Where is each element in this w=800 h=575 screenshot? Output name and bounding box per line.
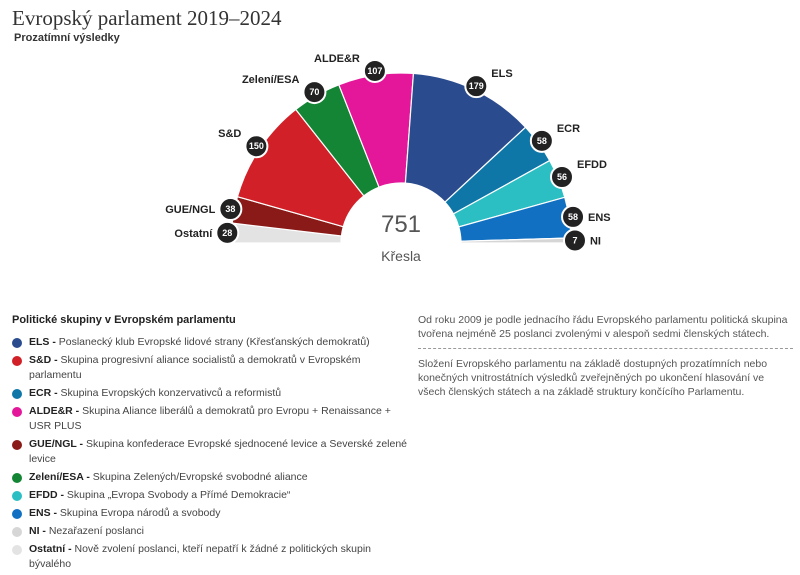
seat-badge-gue-ngl: [218, 197, 243, 222]
seat-count-ens: 58: [568, 212, 578, 222]
party-label-s-d: S&D: [218, 128, 241, 140]
legend-abbr: Ostatní -: [29, 543, 72, 555]
seat-count-efdd: 56: [557, 172, 567, 182]
seat-badge-ostatn: [215, 220, 240, 245]
party-label-ens: ENS: [588, 212, 611, 224]
legend-abbr: ELS -: [29, 336, 56, 348]
parliament-chart: 28 Ostatní 38 GUE/NGL 150 S&D 70 Zelení/ESA 107 A…: [165, 53, 611, 264]
legend-abbr: GUE/NGL -: [29, 438, 84, 450]
page-subtitle: Prozatímní výsledky: [14, 32, 120, 44]
seat-count-alde-r: 107: [367, 66, 382, 76]
party-label-ostatn: Ostatní: [174, 228, 213, 240]
seat-count-ni: 7: [572, 235, 577, 245]
legend-color-dot: [12, 356, 22, 366]
party-label-els: ELS: [491, 68, 512, 80]
legend-abbr: S&D -: [29, 354, 58, 366]
legend-description: Nezařazení poslanci: [45, 525, 144, 537]
legend-list: ELS - Poslanecký klub Evropské lidové st…: [12, 335, 407, 572]
seat-badge-ecr: [529, 128, 554, 153]
legend-color-dot: [12, 407, 22, 417]
legend-description: Skupina Evropských konzervativců a refor…: [57, 387, 282, 399]
legend-description: Poslanecký klub Evropské lidové strany (…: [55, 336, 370, 348]
party-label-zelen-esa: Zelení/ESA: [242, 74, 300, 86]
seat-badge-s-d: [244, 134, 269, 159]
seat-badge-ni: [562, 228, 587, 253]
legend-item: S&D - Skupina progresivní aliance social…: [12, 353, 407, 383]
seat-badge-efdd: [549, 165, 574, 190]
legend-item: ALDE&R - Skupina Aliance liberálů a demo…: [12, 404, 407, 434]
note-paragraph-2: Složení Evropského parlamentu na základě…: [418, 358, 768, 398]
legend-color-dot: [12, 545, 22, 555]
legend-color-dot: [12, 491, 22, 501]
note-divider: [418, 348, 793, 349]
legend-abbr: ALDE&R -: [29, 405, 80, 417]
legend-title: Politické skupiny v Evropském parlamentu: [12, 314, 236, 326]
legend-item: NI - Nezařazení poslanci: [12, 524, 407, 539]
legend-description: Skupina progresivní aliance socialistů a…: [29, 354, 361, 381]
legend: Politické skupiny v Evropském parlamentu…: [12, 313, 407, 575]
notes-panel: Od roku 2009 je podle jednacího řádu Evr…: [418, 313, 793, 399]
party-label-ni: NI: [590, 235, 601, 247]
legend-item: ENS - Skupina Evropa národů a svobody: [12, 506, 407, 521]
total-seats-label: Křesla: [381, 248, 421, 264]
party-label-ecr: ECR: [557, 123, 580, 135]
party-label-gue-ngl: GUE/NGL: [165, 204, 215, 216]
legend-abbr: ECR -: [29, 387, 58, 399]
seat-count-ecr: 58: [537, 136, 547, 146]
seat-badge-zelen-esa: [302, 80, 327, 105]
legend-description: Skupina Evropa národů a svobody: [57, 507, 221, 519]
legend-color-dot: [12, 527, 22, 537]
note-paragraph-1: Od roku 2009 je podle jednacího řádu Evr…: [418, 314, 788, 340]
legend-description: Nově zvolení poslanci, kteří nepatří k ž…: [29, 543, 371, 570]
slice-els: [404, 72, 527, 204]
legend-item: ECR - Skupina Evropských konzervativců a…: [12, 386, 407, 401]
seat-count-gue-ngl: 38: [225, 204, 235, 214]
legend-color-dot: [12, 389, 22, 399]
seat-badge-ens: [561, 204, 586, 229]
seat-count-zelen-esa: 70: [309, 87, 319, 97]
legend-description: Skupina Aliance liberálů a demokratů pro…: [29, 405, 391, 432]
legend-item: Ostatní - Nově zvolení poslanci, kteří n…: [12, 542, 407, 572]
legend-color-dot: [12, 440, 22, 450]
legend-item: GUE/NGL - Skupina konfederace Evropské s…: [12, 437, 407, 467]
seat-badge-els: [464, 74, 489, 99]
legend-item: ELS - Poslanecký klub Evropské lidové st…: [12, 335, 407, 350]
page-title: Evropský parlament 2019–2024: [12, 6, 282, 30]
legend-color-dot: [12, 338, 22, 348]
legend-abbr: EFDD -: [29, 489, 64, 501]
party-label-efdd: EFDD: [577, 159, 607, 171]
legend-color-dot: [12, 473, 22, 483]
legend-description: Skupina konfederace Evropské sjednocené …: [29, 438, 408, 465]
seat-badge-alde-r: [362, 58, 387, 83]
seat-count-ostatn: 28: [222, 228, 232, 238]
seat-count-els: 179: [469, 81, 484, 91]
legend-abbr: ENS -: [29, 507, 58, 519]
legend-item: Zelení/ESA - Skupina Zelených/Evropské s…: [12, 470, 407, 485]
total-seats: 751: [381, 211, 421, 238]
legend-description: Skupina Zelených/Evropské svobodné alian…: [89, 471, 308, 483]
legend-color-dot: [12, 509, 22, 519]
party-label-alde-r: ALDE&R: [314, 53, 360, 65]
legend-abbr: Zelení/ESA -: [29, 471, 90, 483]
seat-count-s-d: 150: [249, 141, 264, 151]
legend-description: Skupina „Evropa Svobody a Přímé Demokrac…: [64, 489, 291, 501]
legend-item: EFDD - Skupina „Evropa Svobody a Přímé D…: [12, 488, 407, 503]
legend-abbr: NI -: [29, 525, 46, 537]
